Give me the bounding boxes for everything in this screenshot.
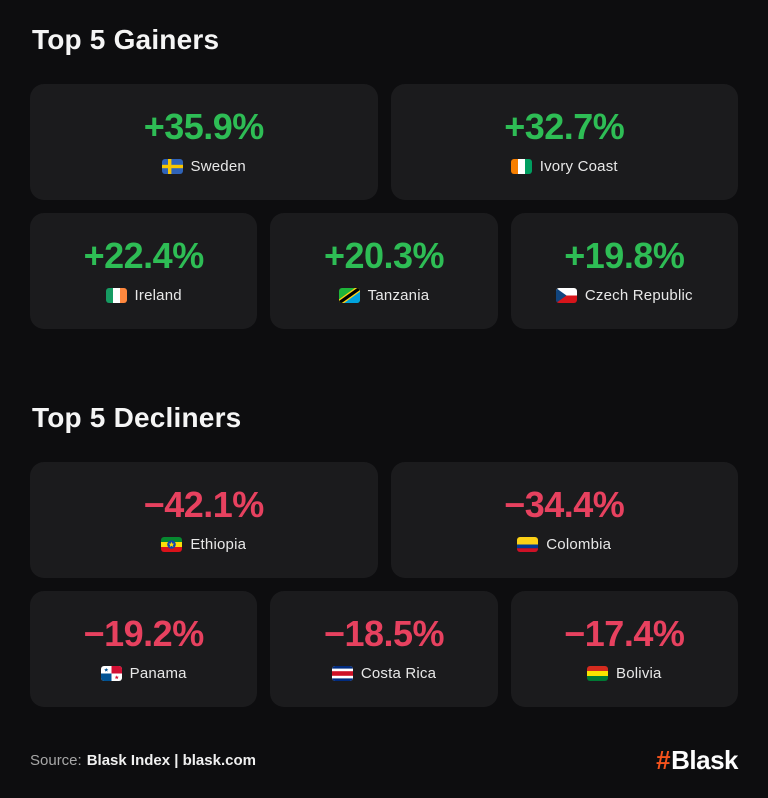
- percent-value: +19.8%: [564, 235, 685, 276]
- source-text: Source: Blask Index | blask.com: [30, 752, 256, 769]
- percent-value: +22.4%: [83, 235, 205, 276]
- decliner-card-costa-rica: −18.5% Costa Rica: [270, 591, 498, 707]
- ethiopia-flag-icon: [161, 537, 183, 552]
- source-label: Source:: [30, 752, 82, 769]
- country-label: Colombia: [546, 536, 612, 553]
- blask-logo-text: Blask: [671, 745, 738, 775]
- percent-value: +32.7%: [504, 106, 625, 147]
- country-row: Sweden: [161, 158, 246, 175]
- decliner-card-panama: −19.2% Panama: [30, 591, 258, 707]
- country-label: Panama: [129, 665, 187, 682]
- bolivia-flag-icon: [587, 666, 609, 681]
- country-row: Tanzania: [338, 287, 430, 304]
- decliner-card-bolivia: −17.4% Bolivia: [510, 591, 738, 707]
- country-row: Panama: [100, 665, 187, 682]
- czech-republic-flag-icon: [555, 288, 577, 303]
- country-label: Ethiopia: [190, 536, 247, 553]
- country-row: Ivory Coast: [510, 158, 618, 175]
- blask-logo-hash-icon: #: [656, 745, 671, 775]
- sweden-flag-icon: [161, 159, 183, 174]
- decliner-card-ethiopia: −42.1% Ethiopia: [30, 462, 378, 578]
- country-label: Bolivia: [616, 665, 662, 682]
- country-row: Ethiopia: [161, 536, 246, 553]
- country-row: Bolivia: [587, 665, 662, 682]
- ivory-coast-flag-icon: [510, 159, 532, 174]
- decliners-row-2: −19.2% Panama −18.5% Costa Rica: [30, 591, 738, 707]
- gainers-row-1: +35.9% Sweden +32.7% Ivory Coast: [30, 84, 738, 200]
- colombia-flag-icon: [517, 537, 539, 552]
- gainer-card-ivory-coast: +32.7% Ivory Coast: [390, 84, 738, 200]
- tanzania-flag-icon: [338, 288, 360, 303]
- country-row: Ireland: [105, 287, 182, 304]
- decliners-row-1: −42.1% Ethiopia −34.4% Colombia: [30, 462, 738, 578]
- country-label: Ivory Coast: [539, 158, 618, 175]
- country-label: Costa Rica: [360, 665, 437, 682]
- gainer-card-czech-republic: +19.8% Czech Republic: [510, 213, 738, 329]
- footer: Source: Blask Index | blask.com # Blask: [30, 745, 738, 776]
- percent-value: −18.5%: [323, 613, 445, 654]
- country-row: Colombia: [517, 536, 611, 553]
- gainer-card-ireland: +22.4% Ireland: [30, 213, 258, 329]
- decliners-title: Top 5 Decliners: [32, 402, 242, 433]
- country-label: Czech Republic: [584, 287, 693, 304]
- gainers-title: Top 5 Gainers: [32, 24, 220, 55]
- percent-value: −17.4%: [564, 613, 685, 654]
- percent-value: −19.2%: [83, 613, 205, 654]
- country-row: Czech Republic: [555, 287, 693, 304]
- percent-value: +20.3%: [323, 235, 445, 276]
- country-row: Costa Rica: [331, 665, 437, 682]
- gainers-row-2: +22.4% Ireland +20.3% Tanzania: [30, 213, 738, 329]
- gainer-card-tanzania: +20.3% Tanzania: [270, 213, 498, 329]
- percent-value: −42.1%: [143, 484, 265, 525]
- country-label: Tanzania: [367, 287, 430, 304]
- panama-flag-icon: [100, 666, 122, 681]
- country-label: Sweden: [190, 158, 246, 175]
- blask-logo: # Blask: [656, 745, 738, 776]
- gainer-card-sweden: +35.9% Sweden: [30, 84, 378, 200]
- costa-rica-flag-icon: [331, 666, 353, 681]
- decliners-section: Top 5 Decliners −42.1% Ethiopia −34.4%: [30, 342, 738, 720]
- source-value: Blask Index | blask.com: [86, 752, 256, 769]
- percent-value: +35.9%: [143, 106, 265, 147]
- gainers-section: Top 5 Gainers +35.9% Sweden +32.7% Ivor: [30, 24, 738, 342]
- country-label: Ireland: [134, 287, 182, 304]
- ireland-flag-icon: [105, 288, 127, 303]
- decliner-card-colombia: −34.4% Colombia: [390, 462, 738, 578]
- percent-value: −34.4%: [504, 484, 625, 525]
